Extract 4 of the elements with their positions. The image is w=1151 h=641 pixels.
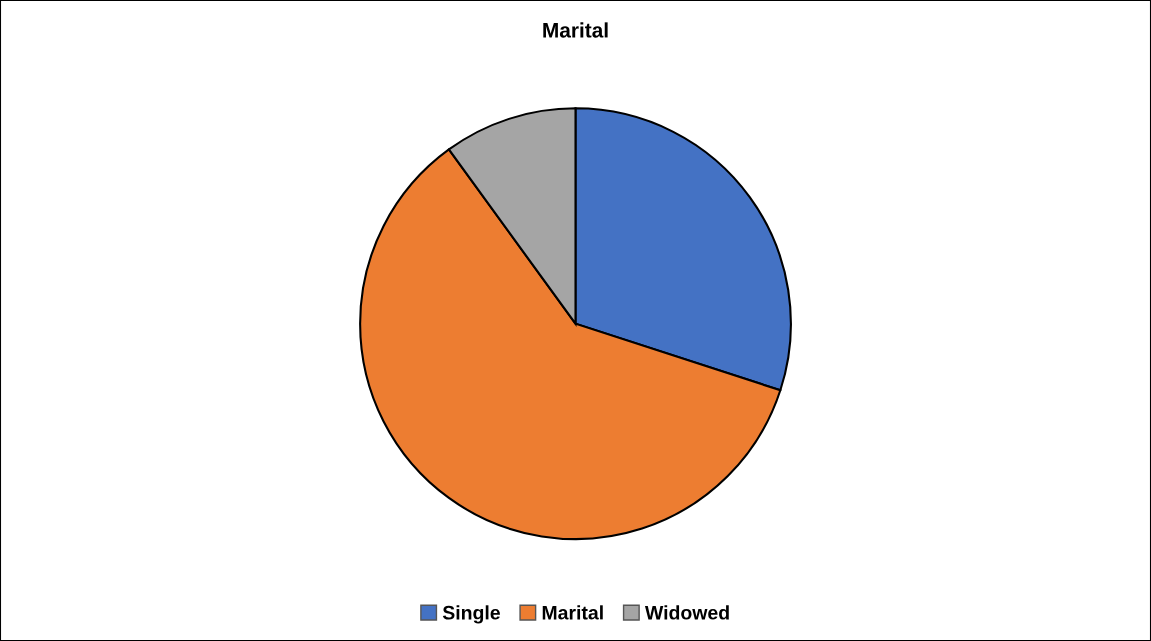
legend-label: Marital [542, 605, 603, 620]
chart-title: Marital [543, 22, 608, 38]
legend-label: Single [442, 605, 500, 624]
legend-label: Widowed [644, 605, 729, 620]
